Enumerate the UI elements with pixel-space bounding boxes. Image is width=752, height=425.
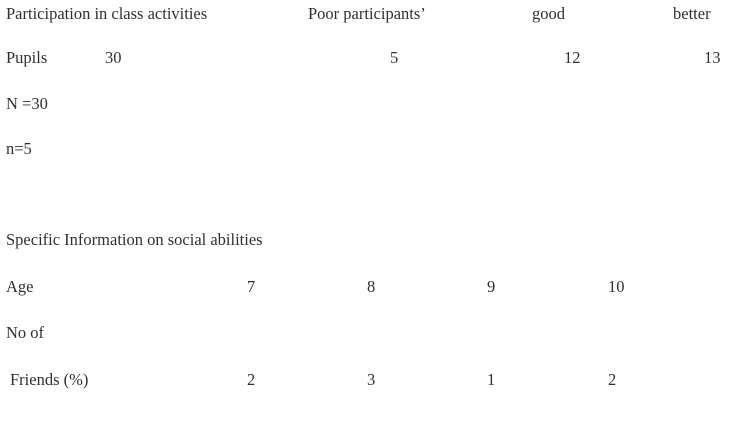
social-abilities-title: Specific Information on social abilities xyxy=(6,230,263,249)
social-abilities-title-row: Specific Information on social abilities xyxy=(0,230,752,252)
age-value-8: 8 xyxy=(367,277,376,296)
participation-header-poor: Poor participants’ xyxy=(308,4,426,23)
age-row: Age 7 8 9 10 xyxy=(0,277,752,299)
population-note: N =30 xyxy=(6,94,48,113)
friends-value-age8: 3 xyxy=(367,370,376,389)
pupils-poor-value: 5 xyxy=(390,48,399,67)
participation-header-title: Participation in class activities xyxy=(6,4,208,23)
sample-note-row: n=5 xyxy=(0,139,752,161)
age-label: Age xyxy=(6,277,34,296)
pupils-good-value: 12 xyxy=(564,48,581,67)
participation-header-good: good xyxy=(532,4,565,23)
friends-values-row: Friends (%) 2 3 1 2 xyxy=(0,370,752,392)
age-value-7: 7 xyxy=(247,277,256,296)
pupils-better-value: 13 xyxy=(704,48,721,67)
pupils-row: Pupils 30 5 12 13 xyxy=(0,48,752,70)
sample-note: n=5 xyxy=(6,139,32,158)
friends-label-line1: No of xyxy=(6,323,45,342)
friends-value-age9: 1 xyxy=(487,370,496,389)
friends-value-age7: 2 xyxy=(247,370,256,389)
population-note-row: N =30 xyxy=(0,94,752,116)
participation-header-row: Participation in class activities Poor p… xyxy=(0,4,752,26)
friends-label-line2: Friends (%) xyxy=(10,370,89,389)
pupils-label: Pupils xyxy=(6,48,48,67)
pupils-total-value: 30 xyxy=(105,48,122,67)
age-value-10: 10 xyxy=(608,277,625,296)
participation-header-better: better xyxy=(673,4,711,23)
friends-label-row-1: No of xyxy=(0,323,752,345)
friends-value-age10: 2 xyxy=(608,370,617,389)
age-value-9: 9 xyxy=(487,277,496,296)
